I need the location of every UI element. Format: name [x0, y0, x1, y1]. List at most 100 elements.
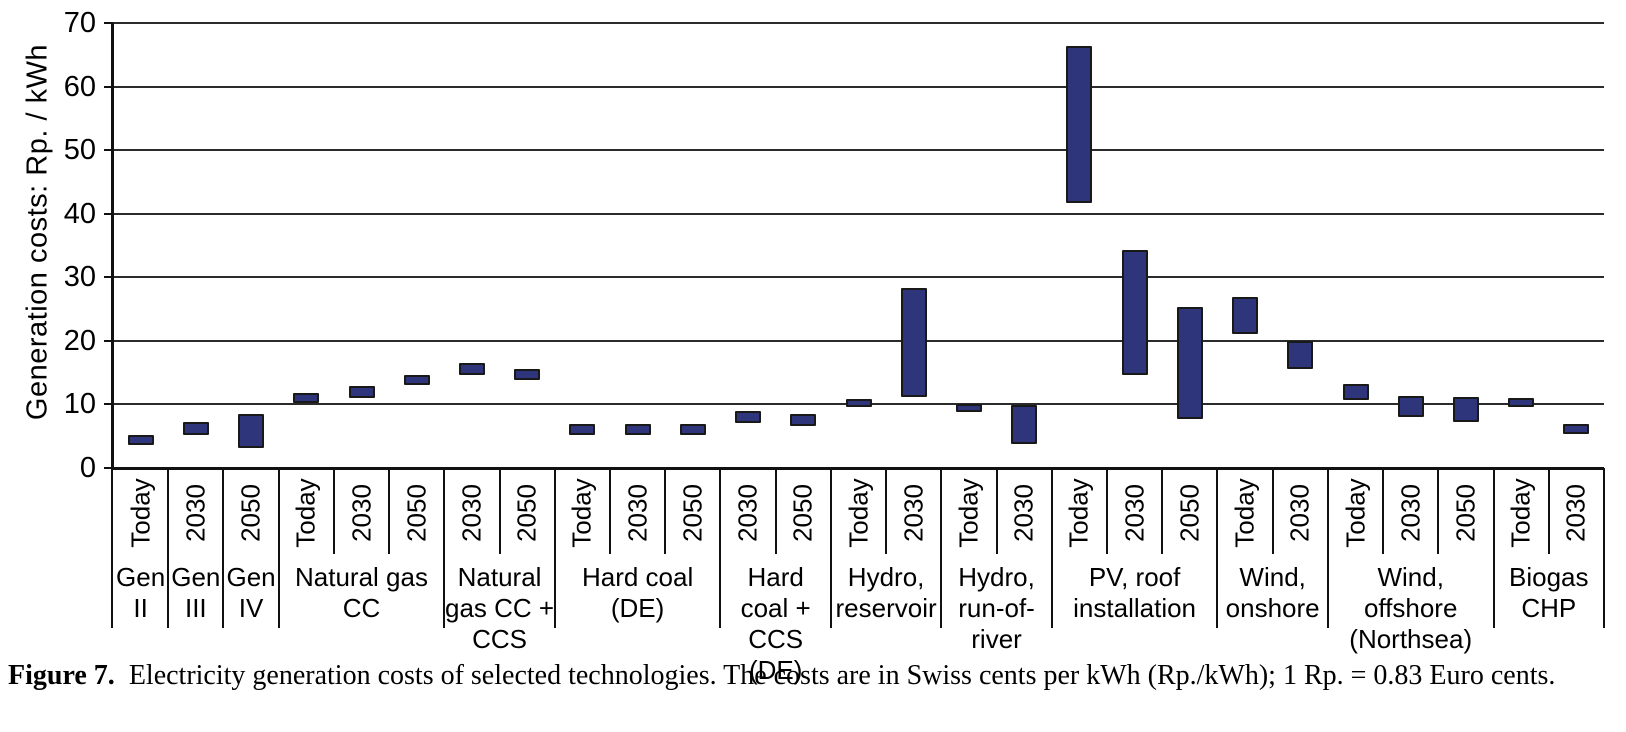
- group-label: Gen IV: [226, 562, 276, 623]
- group-separator: [1216, 468, 1219, 628]
- group-separator: [553, 468, 556, 628]
- range-bar: [238, 413, 265, 448]
- column-separator: [885, 468, 888, 554]
- y-tick-label: 10: [63, 388, 96, 421]
- column-year-label-text: 2030: [732, 484, 763, 542]
- range-bar: [735, 411, 762, 424]
- range-bar: [514, 369, 541, 380]
- y-axis-tick: [104, 149, 113, 152]
- range-bar: [1176, 306, 1203, 420]
- column-separator: [995, 468, 998, 554]
- group-label: Wind, onshore: [1225, 562, 1320, 623]
- range-bar: [624, 424, 651, 435]
- group-label: Hydro, reservoir: [835, 562, 937, 623]
- range-bar: [1232, 297, 1259, 334]
- group-separator: [1050, 468, 1053, 628]
- group-separator: [277, 468, 280, 628]
- column-year-label-text: 2050: [1450, 484, 1481, 542]
- y-tick-label: 60: [63, 70, 96, 103]
- range-bar: [1066, 46, 1093, 204]
- group-label: Natural gas CC: [295, 562, 428, 623]
- range-bar: [790, 414, 817, 426]
- column-separator: [388, 468, 391, 554]
- y-axis-tick: [104, 212, 113, 215]
- column-separator: [1271, 468, 1274, 554]
- group-label: Biogas CHP: [1509, 562, 1589, 623]
- group-label: Gen II: [116, 562, 166, 623]
- column-year-label-text: Today: [1229, 478, 1260, 548]
- range-bar: [348, 386, 375, 398]
- range-bar: [569, 424, 596, 435]
- figure-caption: Figure 7. Electricity generation costs of…: [8, 658, 1620, 694]
- range-bar: [1342, 384, 1369, 401]
- column-year-label-text: 2050: [787, 484, 818, 542]
- column-year-label-text: Today: [1063, 478, 1094, 548]
- range-bar: [955, 404, 982, 413]
- column-year-label-text: Today: [1505, 478, 1536, 548]
- range-bar: [127, 435, 154, 445]
- column-separator: [498, 468, 501, 554]
- y-tick-label: 50: [63, 134, 96, 167]
- group-separator: [222, 468, 225, 628]
- column-year-label-text: 2030: [1395, 484, 1426, 542]
- column-separator: [774, 468, 777, 554]
- y-tick-label: 30: [63, 261, 96, 294]
- y-axis-tick: [104, 339, 113, 342]
- y-axis-tick: [104, 276, 113, 279]
- column-year-label-text: 2030: [622, 484, 653, 542]
- y-tick-label: 20: [63, 324, 96, 357]
- range-bar: [1452, 397, 1479, 422]
- y-axis-tick: [104, 85, 113, 88]
- column-year-label-text: 2030: [346, 484, 376, 542]
- y-tick-label: 40: [63, 197, 96, 230]
- group-separator: [1326, 468, 1329, 628]
- column-year-label-text: Today: [953, 478, 984, 548]
- x-axis-line: [111, 466, 1604, 470]
- range-bar: [293, 392, 320, 403]
- group-separator: [443, 468, 446, 628]
- column-year-label-text: 2030: [180, 484, 211, 542]
- range-bar: [1121, 249, 1148, 375]
- group-label: Gen III: [171, 562, 221, 623]
- group-separator: [719, 468, 722, 628]
- column-separator: [1382, 468, 1385, 554]
- column-year-label-text: Today: [566, 478, 597, 548]
- group-separator: [940, 468, 943, 628]
- column-year-label-text: 2050: [511, 484, 542, 542]
- column-year-label-text: 2050: [1174, 484, 1205, 542]
- gridline-50: [113, 149, 1604, 152]
- range-bar: [1563, 424, 1590, 434]
- range-bar: [1287, 341, 1314, 369]
- range-bar: [900, 287, 927, 397]
- column-year-label-text: Today: [843, 478, 873, 548]
- range-bar: [182, 421, 209, 436]
- column-separator: [1106, 468, 1108, 554]
- column-year-label-text: 2030: [1119, 484, 1150, 542]
- range-bar: [403, 374, 430, 386]
- column-separator: [1437, 468, 1440, 554]
- column-year-label-text: 2050: [401, 484, 432, 542]
- group-label: Natural gas CC + CCS: [444, 562, 555, 654]
- range-bar: [679, 424, 706, 435]
- y-tick-label: 0: [79, 452, 96, 484]
- column-separator: [332, 468, 335, 554]
- group-label: Wind, offshore (Northsea): [1349, 562, 1473, 654]
- range-bar: [845, 399, 872, 408]
- group-separator: [167, 468, 170, 628]
- group-separator: [829, 468, 832, 628]
- group-label: Hydro, run-of-river: [958, 562, 1035, 654]
- y-axis-tick: [104, 22, 113, 24]
- y-tick-label: 70: [63, 7, 96, 39]
- column-separator: [1547, 468, 1550, 554]
- y-axis-line: [111, 23, 114, 468]
- generation-costs-chart: Generation costs: Rp. / kWh 0 10 20 30 40 50 6…: [22, 7, 1605, 685]
- caption-text: Electricity generation costs of selected…: [128, 660, 1556, 691]
- y-axis-tick: [104, 403, 113, 406]
- range-bar: [1397, 396, 1424, 418]
- group-label: Hard coal (DE): [581, 562, 694, 623]
- group-separator: [1492, 468, 1495, 628]
- group-separator: [111, 468, 113, 628]
- gridline-70: [113, 22, 1604, 24]
- column-separator: [609, 468, 611, 554]
- range-bar: [458, 363, 485, 375]
